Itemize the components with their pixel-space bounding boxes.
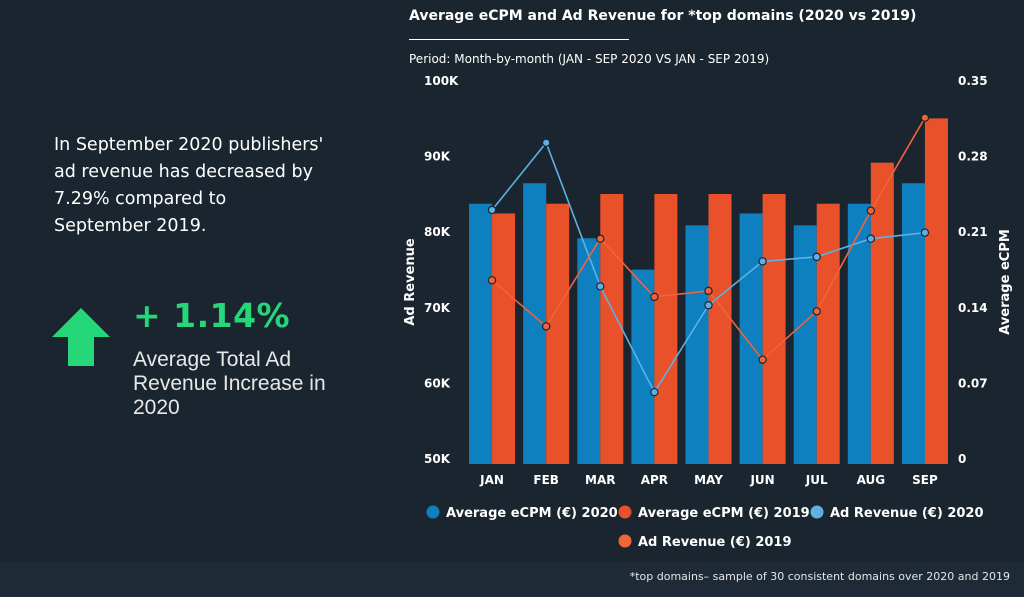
- x-tick-label: JAN: [479, 473, 504, 487]
- data-point-ad-revenue-2019: [487, 276, 497, 285]
- data-point-ad-revenue-2020: [650, 387, 659, 397]
- x-tick-label: JUN: [749, 473, 774, 487]
- bar-2020: [685, 225, 709, 464]
- data-point-ad-revenue-2019: [758, 355, 767, 364]
- bar-2020: [523, 183, 547, 464]
- x-tick-label: AUG: [857, 473, 886, 487]
- data-point-ad-revenue-2019: [596, 234, 605, 243]
- bar-2020: [577, 238, 601, 464]
- data-point-ad-revenue-2020: [920, 228, 930, 237]
- data-point-ad-revenue-2019: [812, 307, 821, 316]
- x-tick-label: APR: [641, 473, 668, 487]
- footer-bar: [0, 562, 1024, 597]
- bar-2019: [546, 203, 570, 464]
- legend-marker: [618, 505, 632, 519]
- bar-2020: [469, 203, 493, 464]
- bar-2019: [654, 194, 678, 464]
- intro-text: In September 2020 publishers' ad revenue…: [54, 135, 324, 236]
- legend-label: Ad Revenue (€) 2019: [638, 535, 792, 550]
- data-point-ad-revenue-2019: [920, 113, 930, 122]
- x-tick-label: MAR: [585, 473, 615, 487]
- data-point-ad-revenue-2019: [704, 286, 713, 296]
- y-right-tick-label: 0.14: [958, 301, 988, 315]
- y-left-axis-title: Ad Revenue: [403, 238, 418, 326]
- legend-label: Ad Revenue (€) 2020: [830, 506, 984, 521]
- x-tick-label: SEP: [912, 473, 938, 487]
- y-right-axis-title: Average eCPM: [998, 229, 1013, 335]
- legend-marker: [426, 505, 440, 519]
- data-point-ad-revenue-2020: [866, 234, 876, 243]
- y-right-tick-label: 0.07: [958, 376, 988, 390]
- data-point-ad-revenue-2020: [596, 282, 605, 291]
- stat-value: + 1.14%: [133, 296, 291, 335]
- y-right-tick-label: 0.28: [958, 150, 988, 164]
- legend-label: Average eCPM (€) 2020: [446, 506, 618, 521]
- data-point-ad-revenue-2020: [487, 205, 497, 215]
- data-point-ad-revenue-2020: [541, 138, 551, 147]
- bar-2019: [870, 162, 894, 464]
- y-left-tick-label: 90K: [424, 150, 451, 164]
- y-left-tick-label: 100K: [424, 74, 459, 88]
- bar-2020: [793, 225, 817, 464]
- y-left-tick-label: 50K: [424, 452, 451, 466]
- data-point-ad-revenue-2019: [650, 292, 659, 302]
- y-right-tick-label: 0: [958, 452, 966, 466]
- y-left-tick-label: 80K: [424, 225, 451, 239]
- footnote: *top domains– sample of 30 consistent do…: [629, 570, 1010, 583]
- bar-2020: [847, 203, 871, 464]
- legend-label: Average eCPM (€) 2019: [638, 506, 810, 521]
- title-divider: [409, 39, 629, 40]
- bar-2019: [708, 194, 732, 464]
- y-right-tick-label: 0.21: [958, 225, 988, 239]
- bar-2020: [631, 269, 655, 464]
- legend-marker: [810, 505, 824, 519]
- bar-2019: [762, 194, 786, 464]
- bar-2019: [600, 194, 624, 464]
- data-point-ad-revenue-2019: [541, 322, 551, 331]
- chart-title: Average eCPM and Ad Revenue for *top dom…: [409, 8, 917, 24]
- chart-subtitle: Period: Month-by-month (JAN - SEP 2020 V…: [409, 52, 770, 66]
- legend-marker: [618, 534, 632, 548]
- x-tick-label: FEB: [533, 473, 559, 487]
- up-arrow-icon: [52, 308, 110, 366]
- bar-2019: [492, 213, 516, 464]
- bar-2020: [739, 213, 763, 464]
- data-point-ad-revenue-2020: [704, 301, 713, 310]
- bar-2019: [924, 118, 948, 465]
- y-left-tick-label: 60K: [424, 376, 451, 390]
- y-right-tick-label: 0.35: [958, 74, 988, 88]
- data-point-ad-revenue-2019: [866, 206, 876, 215]
- data-point-ad-revenue-2020: [812, 252, 821, 262]
- data-point-ad-revenue-2020: [758, 257, 767, 266]
- bar-2019: [816, 203, 840, 464]
- x-tick-label: MAY: [694, 473, 723, 487]
- bar-2020: [901, 183, 925, 464]
- y-left-tick-label: 70K: [424, 301, 451, 315]
- stat-label: Average Total Ad Revenue Increase in 202…: [133, 348, 326, 419]
- x-tick-label: JUL: [805, 473, 828, 487]
